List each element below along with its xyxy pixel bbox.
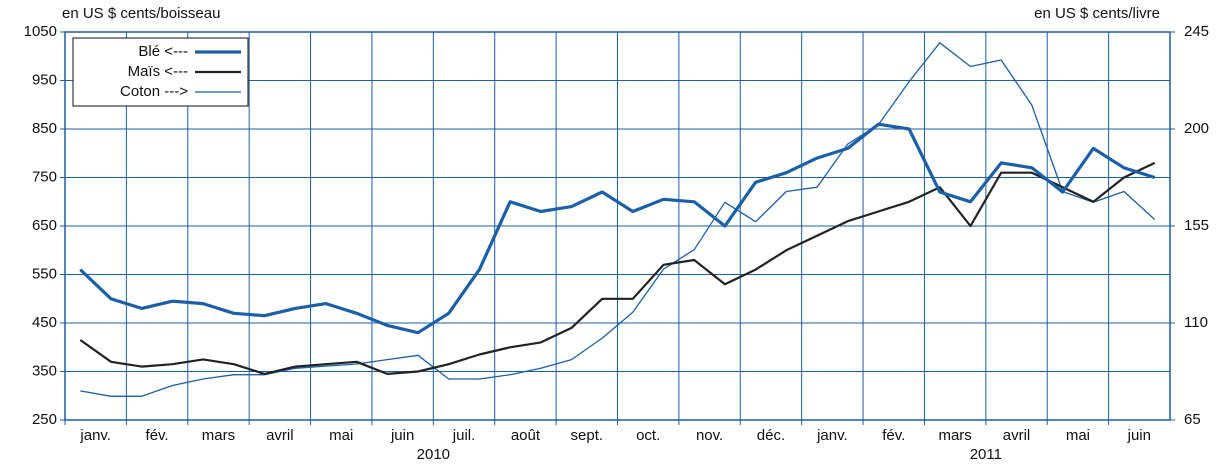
x-tick-label: mai (329, 427, 353, 444)
y-tick-label: 950 (32, 71, 57, 88)
x-tick-label: nov. (696, 427, 723, 444)
legend-label: Coton ---> (120, 83, 188, 100)
y-tick-label: 350 (32, 362, 57, 379)
x-tick-label: août (511, 427, 541, 444)
year-label: 2010 (417, 446, 450, 463)
x-tick-label: mars (202, 427, 235, 444)
y-tick-label: 850 (32, 120, 57, 137)
x-tick-label: avril (1003, 427, 1031, 444)
y2-tick-label: 155 (1184, 217, 1209, 234)
series-line (79, 161, 1156, 375)
y2-tick-label: 110 (1184, 314, 1208, 331)
y-tick-label: 250 (32, 411, 57, 428)
x-tick-label: mars (938, 427, 971, 444)
x-tick-label: janv. (816, 427, 848, 444)
y2-tick-label: 245 (1184, 23, 1209, 40)
y-tick-label: 550 (32, 265, 57, 282)
x-tick-label: déc. (757, 427, 785, 444)
y2-axis-label: en US $ cents/livre (1034, 5, 1160, 22)
x-tick-label: juin (390, 427, 414, 444)
x-tick-label: fév. (146, 427, 169, 444)
series-line (79, 122, 1156, 335)
year-label: 2011 (970, 446, 1002, 463)
x-tick-label: juil. (452, 427, 476, 444)
y-axis-label: en US $ cents/boisseau (62, 5, 220, 22)
legend-label: Maïs <--- (128, 63, 188, 80)
y-tick-label: 750 (32, 168, 57, 185)
x-tick-label: janv. (79, 427, 111, 444)
y-tick-label: 450 (32, 314, 57, 331)
y2-tick-label: 65 (1184, 411, 1201, 428)
x-tick-label: sept. (571, 427, 604, 444)
legend-label: Blé <--- (138, 43, 188, 60)
series-line (80, 42, 1156, 397)
x-tick-label: juin (1127, 427, 1151, 444)
y-tick-label: 1050 (24, 23, 57, 40)
plot-frame (64, 31, 1171, 421)
x-tick-label: mai (1066, 427, 1090, 444)
x-tick-label: oct. (636, 427, 660, 444)
x-tick-label: fév. (882, 427, 905, 444)
x-tick-label: avril (266, 427, 294, 444)
y-tick-label: 650 (32, 217, 57, 234)
y2-tick-label: 200 (1184, 120, 1209, 137)
